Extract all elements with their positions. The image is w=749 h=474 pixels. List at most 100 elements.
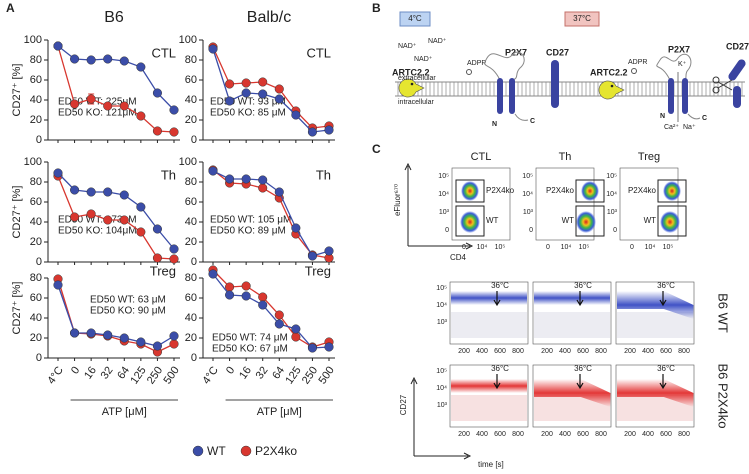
y-tick-label: 100: [24, 156, 42, 168]
x-tick-label: 125: [283, 365, 303, 387]
y-tick-label: 0: [529, 227, 533, 234]
y-tick-label: 60: [185, 196, 197, 208]
data-point: [208, 269, 218, 279]
annotation: ED50 WT: 74 μM: [212, 333, 288, 344]
x-tick-label: 10⁴: [561, 244, 572, 251]
enzyme-icon: [598, 80, 625, 100]
plot-frame: [451, 167, 511, 241]
legend-label: P2X4ko: [255, 444, 297, 458]
data-point: [241, 88, 251, 98]
x-tick-label: 800: [512, 348, 524, 355]
y-tick-label: 60: [30, 74, 42, 86]
annotation: ED50 KO: 67 μM: [212, 344, 288, 355]
density: [660, 211, 680, 233]
enzyme-icon: [398, 78, 425, 98]
y-tick-label: 80: [30, 54, 42, 66]
temperature-marker: 36°C: [657, 281, 675, 290]
nad: NAD⁺: [414, 56, 433, 63]
scissors: [712, 76, 733, 94]
panel-label: B: [372, 1, 381, 15]
data-point: [324, 246, 334, 256]
terminus: N: [660, 113, 665, 120]
y-axis-label: CD27⁺ [%]: [11, 64, 23, 117]
y-tick-label: 10⁵: [438, 173, 449, 180]
chart-subtitle: Treg: [305, 263, 331, 278]
x-tick-label: 200: [624, 348, 636, 355]
x-tick-label: 400: [476, 348, 488, 355]
y-tick-label: 40: [185, 312, 197, 324]
marker-arrow: [576, 374, 584, 390]
chart-subtitle: CTL: [306, 45, 331, 60]
y-tick-label: 60: [30, 196, 42, 208]
data-point: [225, 282, 235, 292]
x-tick-label: 64: [115, 365, 132, 382]
row-label: B6 P2X4ko: [716, 363, 731, 428]
x-tick-label: 400: [559, 431, 571, 438]
y-tick-label: 10³: [439, 209, 450, 216]
plot-frame: [619, 167, 679, 241]
panel-label: A: [6, 1, 15, 15]
data-point: [324, 125, 334, 135]
gate: [455, 205, 485, 237]
data-point: [241, 174, 251, 184]
y-tick-label: 0: [191, 256, 197, 268]
y-tick-label: 20: [30, 332, 42, 344]
y-tick-label: 10³: [607, 209, 618, 216]
x-tick-label: 16: [237, 365, 254, 382]
diagram: 4°C 37°C NAD⁺ NAD⁺ NAD⁺ ARTC2.2 ADPR P2X…: [392, 11, 749, 131]
data-point: [86, 328, 96, 338]
gate-label: P2X4ko: [546, 186, 575, 195]
data-point: [70, 185, 80, 195]
receptor: P2X7: [668, 44, 690, 54]
condition-box: [399, 11, 431, 27]
nad: NAD⁺: [398, 43, 417, 50]
background-events: [617, 312, 693, 338]
data-point: [53, 280, 63, 290]
data-point: [274, 94, 284, 104]
data-point: [103, 54, 113, 64]
density-band: [617, 291, 694, 319]
annotation: ED50 KO: 104μM: [58, 226, 137, 237]
data-point: [258, 292, 268, 302]
kinetics-x-label: time [s]: [478, 460, 504, 469]
x-tick-label: 500: [161, 365, 181, 387]
data-point: [119, 101, 129, 111]
data-point: [291, 324, 301, 334]
legend-label: WT: [207, 444, 226, 458]
data-point: [152, 224, 162, 234]
enzyme: ARTC2.2: [392, 67, 430, 77]
data-point: [169, 105, 179, 115]
density: [663, 181, 681, 201]
annotation: ED50 KO: 121μM: [58, 108, 137, 119]
temperature-marker: 36°C: [491, 281, 509, 290]
compartment: extracellular: [398, 75, 436, 82]
terminus: N: [492, 121, 497, 128]
y-tick-label: 10⁴: [436, 302, 447, 309]
condition: 4°C: [408, 14, 422, 23]
data-point: [208, 166, 218, 176]
data-point: [70, 328, 80, 338]
y-tick-label: 10³: [437, 402, 448, 409]
density-band: [617, 379, 694, 407]
chart-title: Balb/c: [247, 9, 291, 26]
data-point: [53, 168, 63, 178]
y-tick-label: 0: [445, 227, 449, 234]
x-tick-label: 0: [69, 365, 82, 377]
flow-panel: eFluor⁶⁷⁰ CD4 CTL 10⁵ 10⁴ 10³ 0 0 10⁴ 10⁵ P2X4ko WT…: [393, 151, 730, 469]
x-tick-label: 0: [630, 244, 634, 251]
data-point: [291, 223, 301, 233]
data-point: [70, 54, 80, 64]
data-point: [225, 174, 235, 184]
data-point: [258, 175, 268, 185]
density: [581, 181, 599, 201]
data-point: [225, 96, 235, 106]
y-tick-label: 40: [185, 94, 197, 106]
chart-subtitle: Th: [161, 167, 176, 182]
data-point: [136, 202, 146, 212]
data-point: [225, 79, 235, 89]
data-point: [208, 44, 218, 54]
x-tick-label: 500: [316, 365, 336, 387]
data-point: [258, 183, 268, 193]
data-point: [324, 342, 334, 352]
y-tick-label: 0: [36, 352, 42, 364]
